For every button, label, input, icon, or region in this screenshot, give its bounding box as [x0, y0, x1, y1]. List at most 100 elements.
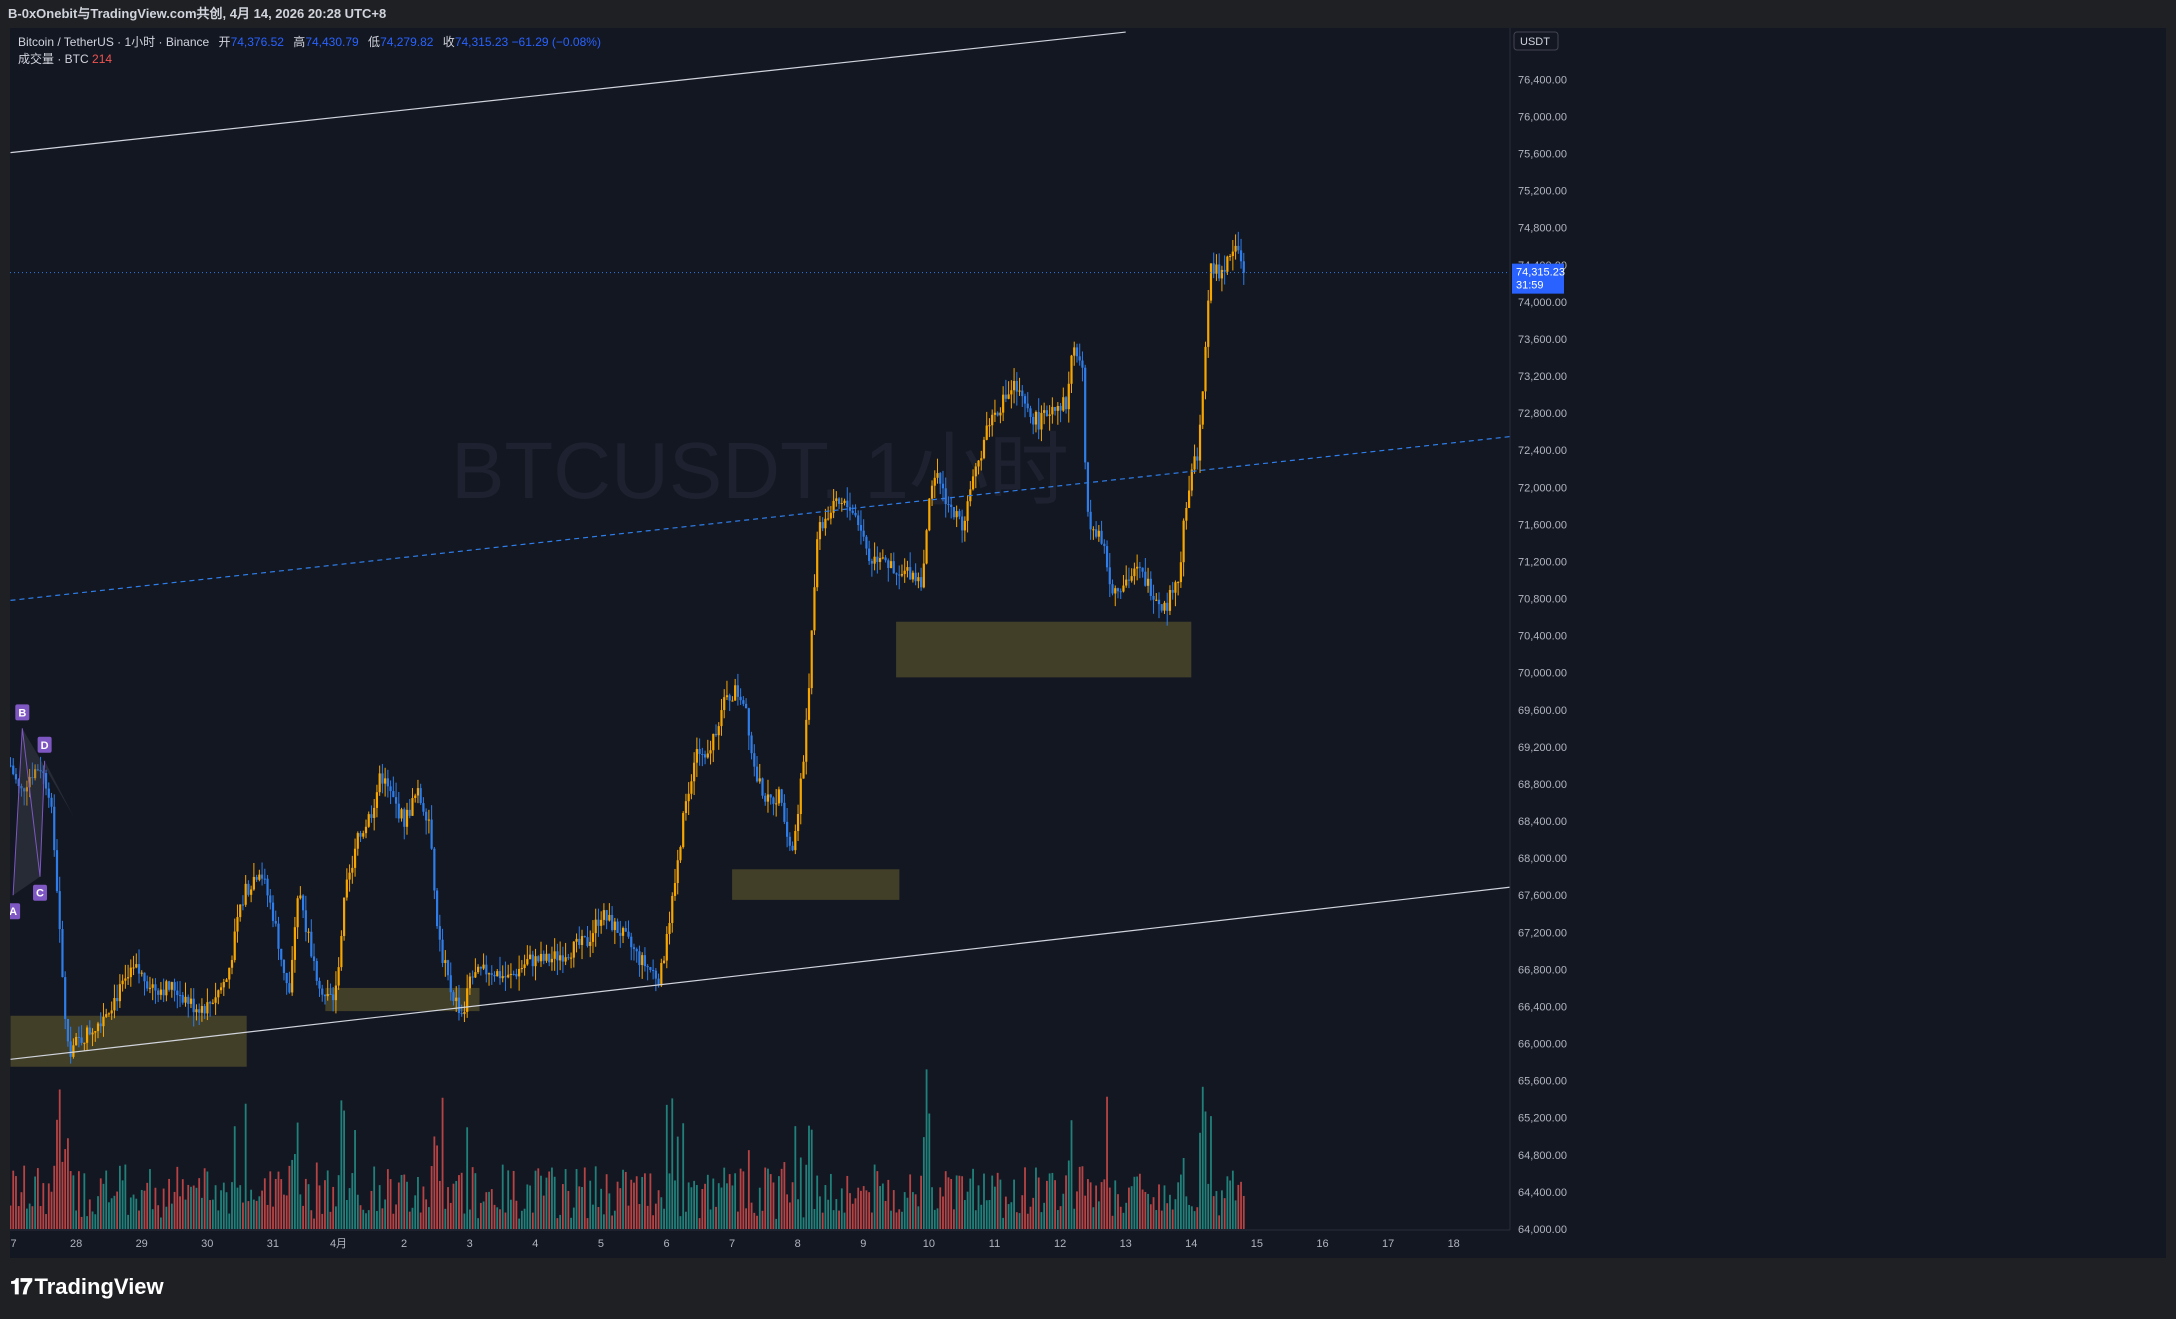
volume-bar: [201, 1197, 203, 1229]
candle-body: [1220, 269, 1224, 279]
volume-bar: [515, 1200, 518, 1229]
volume-bar: [600, 1188, 603, 1229]
volume-bar: [570, 1217, 572, 1229]
volume-bar: [36, 1168, 39, 1229]
candle-body: [394, 797, 398, 804]
volume-bar: [77, 1171, 80, 1229]
volume-bar: [1185, 1196, 1188, 1229]
volume-bar: [963, 1200, 966, 1229]
volume-bar: [293, 1154, 296, 1229]
candle-body: [479, 966, 482, 969]
volume-bar: [176, 1166, 179, 1229]
chart-panel[interactable]: BTCUSDT, 1小时 A B C D 64,000.00 64,400.00 64,800…: [10, 28, 2166, 1258]
candle-body: [952, 506, 956, 518]
volume-bar: [83, 1173, 86, 1229]
last-price-label: 74,315.23: [1516, 267, 1565, 279]
tradingview-logo[interactable]: 𝟏𝟕 TradingView: [10, 1274, 164, 1300]
volume-bar: [181, 1179, 184, 1229]
volume-bar: [105, 1170, 108, 1229]
date-tick-label: 6: [663, 1238, 669, 1250]
volume-bar: [381, 1208, 384, 1229]
candle-body: [113, 998, 116, 1011]
volume-bar: [99, 1178, 102, 1229]
volume-bar: [802, 1217, 805, 1229]
candle-body: [1097, 530, 1100, 537]
volume-bar: [996, 1172, 999, 1229]
candle-body: [471, 976, 474, 978]
candle-body: [192, 998, 195, 1013]
candle-body: [293, 927, 296, 960]
volume-bar: [386, 1169, 389, 1229]
candle-body: [687, 793, 690, 802]
candle-body: [1187, 490, 1191, 508]
volume-bar: [613, 1210, 616, 1229]
candle-body: [217, 990, 220, 998]
volume-bar: [739, 1168, 742, 1229]
candle-body: [1201, 391, 1204, 425]
candle-body: [824, 518, 827, 529]
volume-bar: [780, 1168, 783, 1229]
volume-bar: [950, 1178, 953, 1229]
volume-bar: [1158, 1184, 1160, 1229]
volume-bar: [674, 1180, 676, 1229]
candle-body: [608, 914, 611, 921]
volume-bar: [507, 1170, 510, 1229]
volume-bar: [583, 1167, 586, 1229]
candle-body: [712, 733, 715, 751]
volume-bar: [668, 1173, 671, 1229]
candle-body: [1010, 390, 1013, 395]
volume-bar: [1149, 1204, 1152, 1229]
candle-body: [646, 966, 649, 968]
volume-bar: [1125, 1202, 1128, 1229]
volume-bar: [1015, 1212, 1018, 1229]
price-tick-label: 72,000.00: [1518, 482, 1567, 494]
volume-bar: [1177, 1182, 1180, 1229]
candle-body: [777, 789, 781, 804]
volume-bar: [821, 1212, 824, 1229]
volume-bar: [909, 1174, 912, 1229]
volume-bar: [884, 1200, 887, 1229]
volume-bar: [966, 1191, 969, 1229]
volume-bar: [578, 1186, 581, 1229]
candle-body: [170, 982, 173, 990]
volume-bar: [1182, 1157, 1185, 1229]
candle-body: [94, 1031, 97, 1033]
candle-body: [301, 895, 305, 911]
footer: 𝟏𝟕 TradingView: [0, 1258, 2176, 1319]
candle-body: [682, 813, 685, 848]
support-zone: [732, 869, 900, 900]
volume-bar: [170, 1203, 173, 1229]
brand-name: TradingView: [34, 1274, 164, 1299]
volume-bar: [307, 1184, 310, 1229]
candle-body: [364, 826, 368, 834]
candlestick-chart[interactable]: BTCUSDT, 1小时 A B C D 64,000.00 64,400.00 64,800…: [10, 28, 2166, 1258]
candle-body: [126, 977, 130, 979]
candle-body: [950, 504, 953, 507]
volume-bar: [849, 1193, 851, 1229]
symbol-label[interactable]: Bitcoin / TetherUS · 1小时 · Binance: [18, 35, 210, 49]
volume-bar: [1130, 1186, 1133, 1229]
volume-bar: [135, 1198, 138, 1229]
volume-bar: [187, 1184, 190, 1229]
candle-body: [466, 988, 469, 1012]
volume-value: 214: [92, 52, 113, 66]
candle-body: [802, 761, 805, 779]
volume-bar: [211, 1199, 214, 1229]
volume-bar: [1018, 1213, 1021, 1229]
candle-body: [1127, 579, 1131, 581]
volume-bar: [1237, 1184, 1240, 1229]
candle-body: [788, 836, 791, 846]
date-tick-label: 29: [136, 1238, 148, 1250]
volume-bar: [977, 1185, 980, 1229]
candle-body: [266, 878, 269, 896]
volume-bar: [663, 1208, 665, 1229]
candle-body: [619, 932, 622, 936]
volume-bar: [233, 1126, 236, 1229]
candle-body: [143, 972, 146, 982]
price-tick-label: 75,600.00: [1518, 149, 1567, 161]
candle-body: [810, 630, 813, 689]
volume-label[interactable]: 成交量 · BTC: [18, 52, 89, 66]
candle-body: [837, 498, 841, 504]
volume-bar: [518, 1218, 521, 1229]
volume-bar: [512, 1170, 515, 1229]
